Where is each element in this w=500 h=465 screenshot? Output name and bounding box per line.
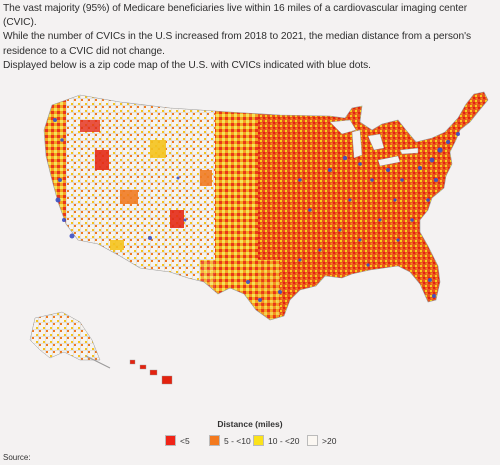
source-label: Source:	[3, 453, 31, 462]
intro-text: The vast majority (95%) of Medicare bene…	[3, 2, 497, 73]
legend-item: 10 - <20	[253, 435, 307, 446]
legend-label: >20	[322, 435, 337, 446]
intro-line-1: The vast majority (95%) of Medicare bene…	[3, 3, 468, 29]
legend-label: <5	[180, 435, 190, 446]
us-zip-code-map	[0, 60, 500, 410]
distance-legend: <5 5 - <10 10 - <20 >20	[165, 435, 351, 446]
legend-item: >20	[307, 435, 351, 446]
legend-label: 5 - <10	[224, 435, 251, 446]
legend-item: 5 - <10	[209, 435, 253, 446]
legend-swatch-10-to-20	[253, 435, 264, 446]
intro-line-2: While the number of CVICs in the U.S inc…	[3, 31, 472, 57]
legend-title: Distance (miles)	[217, 419, 283, 429]
legend-item: <5	[165, 435, 209, 446]
alaska-inset	[29, 311, 111, 369]
legend-swatch-under-5	[165, 435, 176, 446]
legend-label: 10 - <20	[268, 435, 300, 446]
intro-line-3: Displayed below is a zip code map of the…	[3, 59, 371, 71]
legend-swatch-5-to-10	[209, 435, 220, 446]
legend-swatch-over-20	[307, 435, 318, 446]
cvic-dots	[53, 118, 460, 302]
hawaii-inset	[129, 359, 173, 385]
